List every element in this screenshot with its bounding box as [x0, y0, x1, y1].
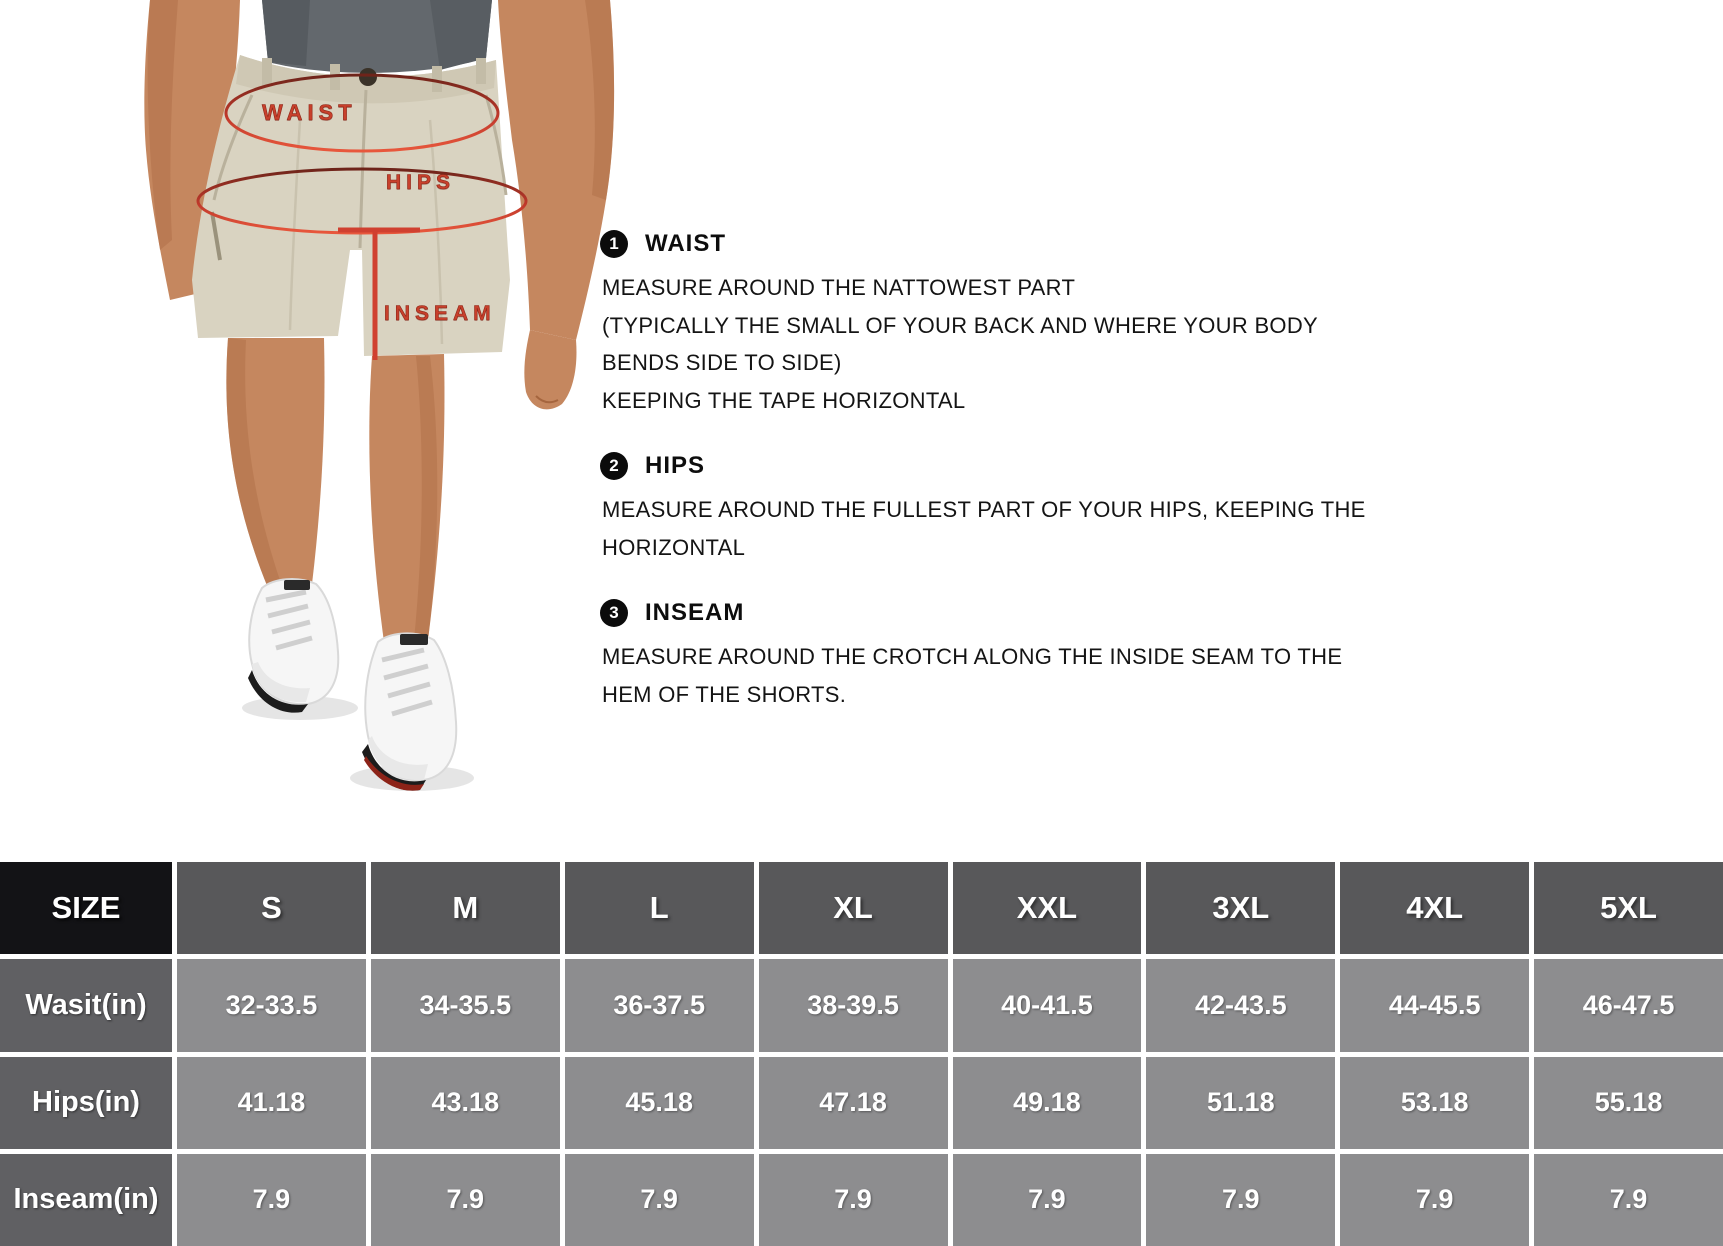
hips-value: 41.18	[177, 1056, 366, 1149]
right-shoe	[350, 632, 474, 791]
table-header-4xl: 4XL	[1340, 862, 1530, 955]
table-header-3xl: 3XL	[1146, 862, 1336, 955]
hips-value: 45.18	[564, 1056, 754, 1149]
instruction-heading: 2 HIPS	[600, 452, 1380, 480]
inseam-value: 7.9	[952, 1153, 1142, 1246]
table-header-size: SIZE	[0, 862, 172, 955]
left-arm	[144, 0, 240, 300]
inseam-value: 7.9	[370, 1153, 560, 1246]
waist-value: 36-37.5	[564, 959, 754, 1052]
measurement-instructions: 1 WAIST MEASURE AROUND THE NATTOWEST PAR…	[600, 230, 1380, 746]
left-shoe	[242, 578, 358, 720]
waist-value: 38-39.5	[758, 959, 948, 1052]
model-photo: WAIST HIPS INSEAM	[0, 0, 620, 862]
number-badge-3: 3	[600, 599, 628, 627]
hips-figure-label: HIPS	[386, 171, 456, 195]
table-header-xl: XL	[758, 862, 948, 955]
size-chart-table: SIZE S M L XL XXL 3XL 4XL 5XL Wasit(in) …	[0, 862, 1723, 1246]
instruction-title: WAIST	[645, 230, 726, 257]
waist-figure-label: WAIST	[262, 100, 357, 126]
instruction-line: KEEPING THE TAPE HORIZONTAL	[602, 387, 966, 413]
instruction-line: HEM OF THE SHORTS.	[602, 681, 847, 707]
instruction-heading: 3 INSEAM	[600, 599, 1380, 627]
waist-value: 46-47.5	[1534, 959, 1723, 1052]
model-illustration	[144, 0, 615, 791]
shorts-button	[359, 68, 377, 86]
inseam-value: 7.9	[1534, 1153, 1723, 1246]
number-badge-2: 2	[600, 452, 628, 480]
instruction-section-inseam: 3 INSEAM MEASURE AROUND THE CROTCH ALONG…	[600, 599, 1380, 713]
inseam-figure-label: INSEAM	[384, 302, 496, 326]
hips-value: 51.18	[1146, 1056, 1336, 1149]
inseam-measure-line	[338, 227, 420, 360]
waist-value: 34-35.5	[370, 959, 560, 1052]
instruction-section-hips: 2 HIPS MEASURE AROUND THE FULLEST PART O…	[600, 452, 1380, 566]
instruction-line: MEASURE AROUND THE NATTOWEST PART	[602, 275, 1076, 300]
table-header-xxl: XXL	[952, 862, 1142, 955]
waist-value: 32-33.5	[177, 959, 366, 1052]
hips-value: 47.18	[758, 1056, 948, 1149]
waist-value: 44-45.5	[1340, 959, 1530, 1052]
table-header-m: M	[370, 862, 560, 955]
inseam-value: 7.9	[758, 1153, 948, 1246]
hips-value: 55.18	[1534, 1056, 1723, 1149]
instruction-line: (TYPICALLY THE SMALL OF YOUR BACK AND WH…	[602, 312, 1318, 338]
hips-value: 43.18	[370, 1056, 560, 1149]
instruction-title: INSEAM	[645, 599, 745, 626]
instruction-line: MEASURE AROUND THE FULLEST PART OF YOUR …	[602, 497, 1366, 522]
instruction-line: HORIZONTAL	[602, 534, 746, 560]
waist-measure-ellipse	[224, 73, 500, 153]
instruction-heading: 1 WAIST	[600, 230, 1380, 258]
instruction-line: BENDS SIDE TO SIDE)	[602, 350, 842, 375]
table-header-5xl: 5XL	[1534, 862, 1723, 955]
instruction-title: HIPS	[645, 452, 706, 479]
legs	[226, 338, 445, 642]
inseam-value: 7.9	[177, 1153, 366, 1246]
hips-value: 53.18	[1340, 1056, 1530, 1149]
inseam-value: 7.9	[564, 1153, 754, 1246]
table-header-l: L	[564, 862, 754, 955]
number-badge-1: 1	[600, 230, 628, 258]
table-header-s: S	[177, 862, 366, 955]
shirt	[262, 0, 492, 73]
instruction-body: MEASURE AROUND THE CROTCH ALONG THE INSI…	[602, 638, 1380, 713]
waist-value: 42-43.5	[1146, 959, 1336, 1052]
row-label-hips: Hips(in)	[0, 1056, 172, 1149]
instruction-line: MEASURE AROUND THE CROTCH ALONG THE INSI…	[602, 644, 1343, 669]
instruction-body: MEASURE AROUND THE NATTOWEST PART (TYPIC…	[602, 269, 1380, 419]
instruction-body: MEASURE AROUND THE FULLEST PART OF YOUR …	[602, 491, 1380, 566]
row-label-waist: Wasit(in)	[0, 959, 172, 1052]
inseam-value: 7.9	[1340, 1153, 1530, 1246]
row-label-inseam: Inseam(in)	[0, 1153, 172, 1246]
hips-measure-ellipse	[196, 167, 528, 235]
hips-value: 49.18	[952, 1056, 1142, 1149]
waist-value: 40-41.5	[952, 959, 1142, 1052]
instruction-section-waist: 1 WAIST MEASURE AROUND THE NATTOWEST PAR…	[600, 230, 1380, 419]
inseam-value: 7.9	[1146, 1153, 1336, 1246]
right-arm	[498, 0, 615, 410]
